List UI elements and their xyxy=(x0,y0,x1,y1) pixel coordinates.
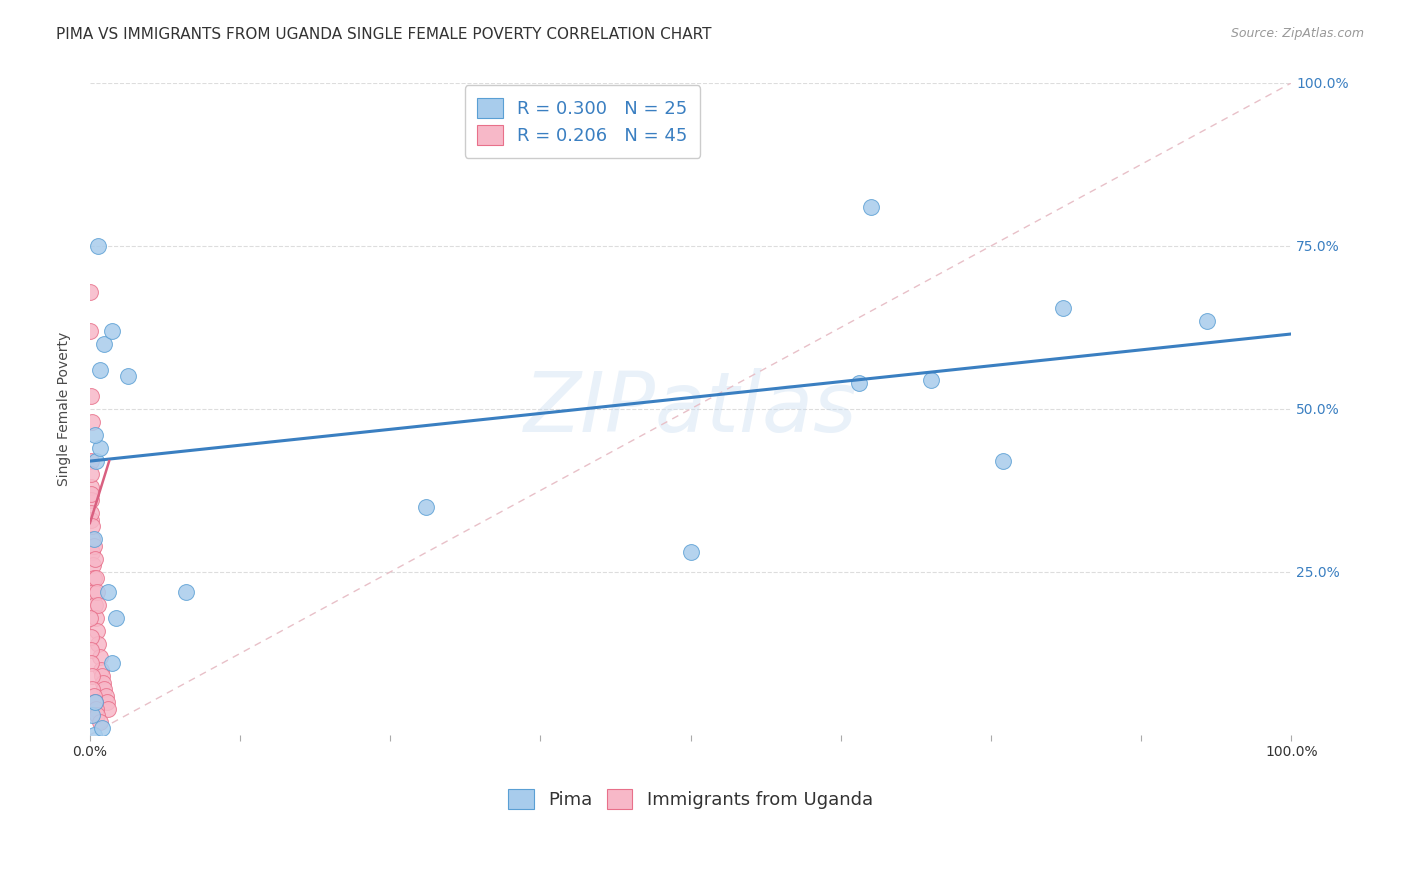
Point xyxy=(79,285,101,299)
Point xyxy=(96,695,118,709)
Point xyxy=(93,682,115,697)
Point xyxy=(94,689,117,703)
Point xyxy=(920,373,942,387)
Point xyxy=(991,454,1014,468)
Point xyxy=(82,558,104,573)
Point xyxy=(117,369,139,384)
Point xyxy=(80,493,103,508)
Text: Source: ZipAtlas.com: Source: ZipAtlas.com xyxy=(1230,27,1364,40)
Point xyxy=(89,714,111,729)
Point xyxy=(87,239,110,253)
Point xyxy=(80,415,103,429)
Point xyxy=(86,584,108,599)
Point xyxy=(83,539,105,553)
Point xyxy=(83,689,105,703)
Point xyxy=(90,663,112,677)
Point xyxy=(1052,301,1074,315)
Point xyxy=(86,708,108,723)
Point xyxy=(84,454,107,468)
Text: ZIPatlas: ZIPatlas xyxy=(524,368,858,450)
Point xyxy=(105,610,128,624)
Point xyxy=(80,389,103,403)
Point xyxy=(86,624,108,638)
Point xyxy=(80,657,103,671)
Point xyxy=(97,702,120,716)
Point xyxy=(83,728,105,742)
Point xyxy=(80,643,103,657)
Point xyxy=(84,702,107,716)
Point xyxy=(84,610,107,624)
Point xyxy=(93,336,115,351)
Text: PIMA VS IMMIGRANTS FROM UGANDA SINGLE FEMALE POVERTY CORRELATION CHART: PIMA VS IMMIGRANTS FROM UGANDA SINGLE FE… xyxy=(56,27,711,42)
Point xyxy=(82,708,104,723)
Y-axis label: Single Female Poverty: Single Female Poverty xyxy=(58,332,72,486)
Point xyxy=(80,467,103,482)
Point xyxy=(100,324,122,338)
Point xyxy=(80,669,103,683)
Point xyxy=(83,695,105,709)
Point xyxy=(82,519,104,533)
Point xyxy=(87,637,110,651)
Point xyxy=(83,598,105,612)
Point xyxy=(79,324,101,338)
Point xyxy=(83,533,105,547)
Point xyxy=(89,441,111,455)
Point xyxy=(91,722,114,736)
Point xyxy=(82,682,104,697)
Point xyxy=(79,610,101,624)
Point xyxy=(859,200,882,214)
Point xyxy=(80,486,103,500)
Point xyxy=(80,533,103,547)
Point xyxy=(84,572,107,586)
Point xyxy=(89,363,111,377)
Point xyxy=(80,506,103,520)
Point xyxy=(174,584,197,599)
Point xyxy=(83,428,105,442)
Point xyxy=(79,454,101,468)
Point xyxy=(89,649,111,664)
Point xyxy=(79,480,101,494)
Point xyxy=(100,657,122,671)
Point xyxy=(82,545,104,559)
Point xyxy=(83,695,105,709)
Point xyxy=(87,598,110,612)
Point xyxy=(91,675,114,690)
Point xyxy=(79,630,101,644)
Point xyxy=(848,376,870,390)
Point xyxy=(80,513,103,527)
Point xyxy=(679,545,702,559)
Point xyxy=(415,500,437,514)
Point xyxy=(97,584,120,599)
Point xyxy=(83,572,105,586)
Point xyxy=(1197,314,1219,328)
Point xyxy=(91,669,114,683)
Legend: Pima, Immigrants from Uganda: Pima, Immigrants from Uganda xyxy=(496,777,886,822)
Point xyxy=(83,584,105,599)
Point xyxy=(83,552,105,566)
